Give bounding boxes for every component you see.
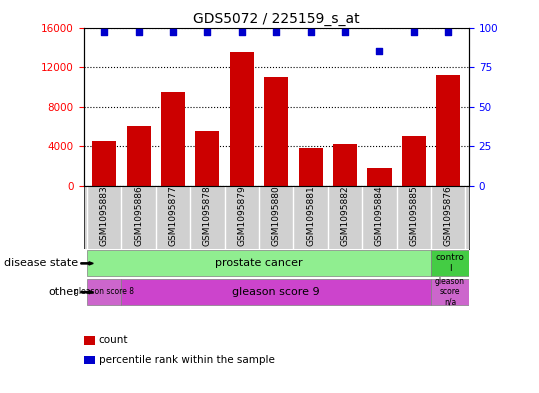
Text: GSM1095878: GSM1095878 bbox=[203, 185, 212, 246]
Point bbox=[238, 29, 246, 35]
Text: GSM1095879: GSM1095879 bbox=[237, 185, 246, 246]
Text: GSM1095883: GSM1095883 bbox=[100, 185, 109, 246]
Point bbox=[444, 29, 453, 35]
Text: GSM1095882: GSM1095882 bbox=[341, 185, 350, 246]
Bar bbox=[87, 250, 431, 276]
Bar bbox=[299, 148, 323, 186]
Bar bbox=[431, 250, 469, 276]
Point bbox=[169, 29, 177, 35]
Bar bbox=[368, 168, 391, 186]
Text: disease state: disease state bbox=[4, 258, 78, 268]
Text: GSM1095886: GSM1095886 bbox=[134, 185, 143, 246]
Bar bbox=[436, 75, 460, 186]
Text: GSM1095880: GSM1095880 bbox=[272, 185, 281, 246]
Text: gleason score 8: gleason score 8 bbox=[74, 287, 134, 296]
Bar bbox=[127, 127, 150, 186]
Point bbox=[272, 29, 281, 35]
Title: GDS5072 / 225159_s_at: GDS5072 / 225159_s_at bbox=[193, 13, 360, 26]
Point bbox=[203, 29, 212, 35]
Text: GSM1095885: GSM1095885 bbox=[410, 185, 418, 246]
Bar bbox=[333, 144, 357, 186]
Point bbox=[134, 29, 143, 35]
Text: gleason
score
n/a: gleason score n/a bbox=[435, 277, 465, 307]
Bar bbox=[92, 141, 116, 186]
Bar bbox=[121, 279, 431, 305]
Text: contro
l: contro l bbox=[436, 253, 465, 272]
Text: gleason score 9: gleason score 9 bbox=[232, 286, 320, 297]
Text: prostate cancer: prostate cancer bbox=[215, 258, 303, 268]
Bar bbox=[230, 52, 254, 186]
Bar bbox=[161, 92, 185, 186]
Text: GSM1095877: GSM1095877 bbox=[169, 185, 177, 246]
Bar bbox=[264, 77, 288, 186]
Point bbox=[341, 29, 349, 35]
Bar bbox=[87, 279, 121, 305]
Point bbox=[410, 29, 418, 35]
Text: other: other bbox=[49, 287, 78, 297]
Text: GSM1095881: GSM1095881 bbox=[306, 185, 315, 246]
Text: percentile rank within the sample: percentile rank within the sample bbox=[99, 354, 274, 365]
Text: GSM1095876: GSM1095876 bbox=[444, 185, 453, 246]
Point bbox=[306, 29, 315, 35]
Bar bbox=[431, 279, 469, 305]
Point bbox=[375, 48, 384, 54]
Text: count: count bbox=[99, 335, 128, 345]
Text: GSM1095884: GSM1095884 bbox=[375, 185, 384, 246]
Bar bbox=[402, 136, 426, 186]
Point bbox=[100, 29, 108, 35]
Bar bbox=[195, 131, 219, 186]
